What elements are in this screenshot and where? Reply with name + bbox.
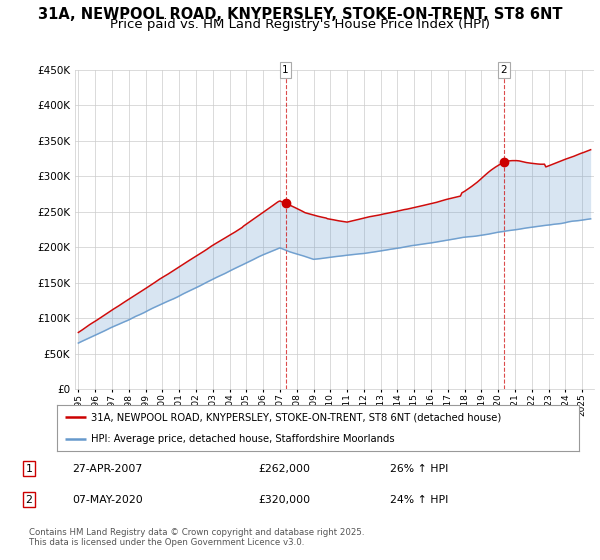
Text: Contains HM Land Registry data © Crown copyright and database right 2025.
This d: Contains HM Land Registry data © Crown c… — [29, 528, 364, 547]
Text: 1: 1 — [282, 65, 289, 75]
Text: 26% ↑ HPI: 26% ↑ HPI — [390, 464, 448, 474]
Text: 2: 2 — [25, 494, 32, 505]
Text: HPI: Average price, detached house, Staffordshire Moorlands: HPI: Average price, detached house, Staf… — [91, 435, 395, 444]
Text: 31A, NEWPOOL ROAD, KNYPERSLEY, STOKE-ON-TRENT, ST8 6NT: 31A, NEWPOOL ROAD, KNYPERSLEY, STOKE-ON-… — [38, 7, 562, 22]
Text: 31A, NEWPOOL ROAD, KNYPERSLEY, STOKE-ON-TRENT, ST8 6NT (detached house): 31A, NEWPOOL ROAD, KNYPERSLEY, STOKE-ON-… — [91, 412, 501, 422]
Text: Price paid vs. HM Land Registry's House Price Index (HPI): Price paid vs. HM Land Registry's House … — [110, 18, 490, 31]
Text: £320,000: £320,000 — [258, 494, 310, 505]
Text: 2: 2 — [500, 65, 507, 75]
Text: 1: 1 — [25, 464, 32, 474]
Text: 24% ↑ HPI: 24% ↑ HPI — [390, 494, 448, 505]
Text: £262,000: £262,000 — [258, 464, 310, 474]
Text: 07-MAY-2020: 07-MAY-2020 — [72, 494, 143, 505]
Text: 27-APR-2007: 27-APR-2007 — [72, 464, 142, 474]
